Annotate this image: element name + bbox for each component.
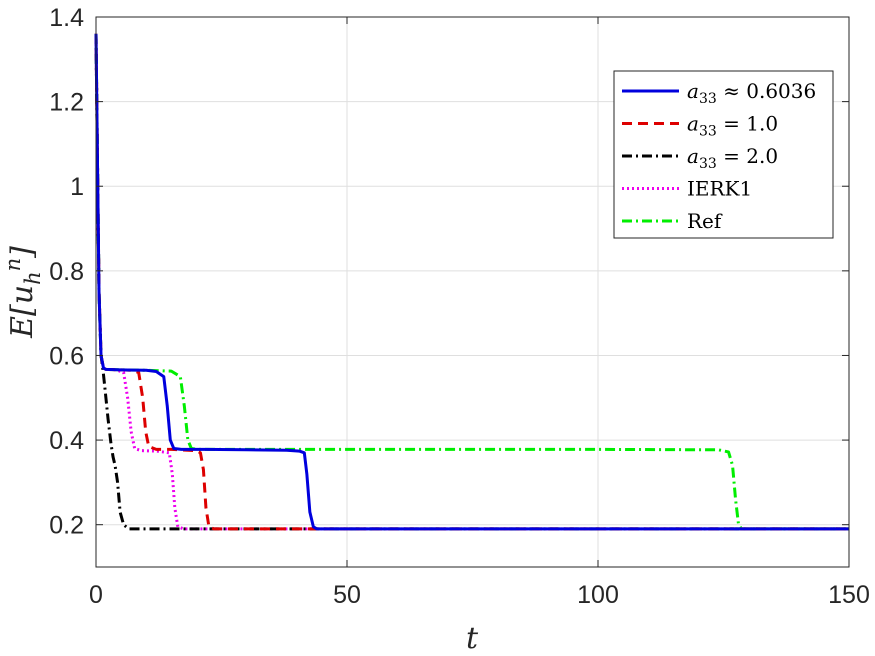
y-axis-label: E[uhn] — [1, 246, 45, 339]
series-layer — [94, 33, 849, 531]
x-tick-label: 100 — [577, 581, 619, 609]
legend-label-0: a33 ≈ 0.6036 — [687, 79, 816, 107]
legend: a33 ≈ 0.6036 a33 = 1.0 a33 = 2.0 IERK1 Ref — [613, 70, 834, 239]
legend-label-4: Ref — [687, 209, 723, 233]
y-tick-label: 0.4 — [49, 427, 84, 455]
y-axis-label-close: ] — [5, 246, 40, 259]
x-tick-label: 50 — [333, 581, 361, 609]
y-tick-label: 1 — [70, 173, 84, 201]
y-tick-label: 0.8 — [49, 258, 84, 286]
x-axis-label: t — [466, 621, 479, 656]
x-tick-label: 150 — [828, 581, 870, 609]
x-axis-ticks: 0 50 100 150 — [89, 17, 870, 609]
series-line-0 — [94, 33, 849, 531]
legend-label-3: IERK1 — [687, 177, 752, 201]
x-tick-label: 0 — [89, 581, 103, 609]
y-tick-label: 0.2 — [49, 512, 84, 540]
y-tick-label: 0.6 — [49, 342, 84, 370]
y-axis-label-main: E[u — [5, 285, 40, 339]
svg-text:E[uhn]: E[uhn] — [1, 246, 45, 339]
y-axis-label-sub: h — [21, 271, 45, 285]
legend-items: a33 ≈ 0.6036 a33 = 1.0 a33 = 2.0 IERK1 Ref — [622, 79, 816, 233]
y-tick-label: 1.2 — [49, 89, 84, 117]
y-tick-label: 1.4 — [49, 4, 84, 32]
y-axis-ticks: 0.2 0.4 0.6 0.8 1 1.2 1.4 — [49, 4, 849, 540]
y-axis-label-sup: n — [1, 258, 25, 272]
legend-label-2: a33 = 2.0 — [687, 144, 778, 172]
axes-box — [95, 16, 850, 568]
legend-label-1: a33 = 1.0 — [687, 112, 778, 140]
